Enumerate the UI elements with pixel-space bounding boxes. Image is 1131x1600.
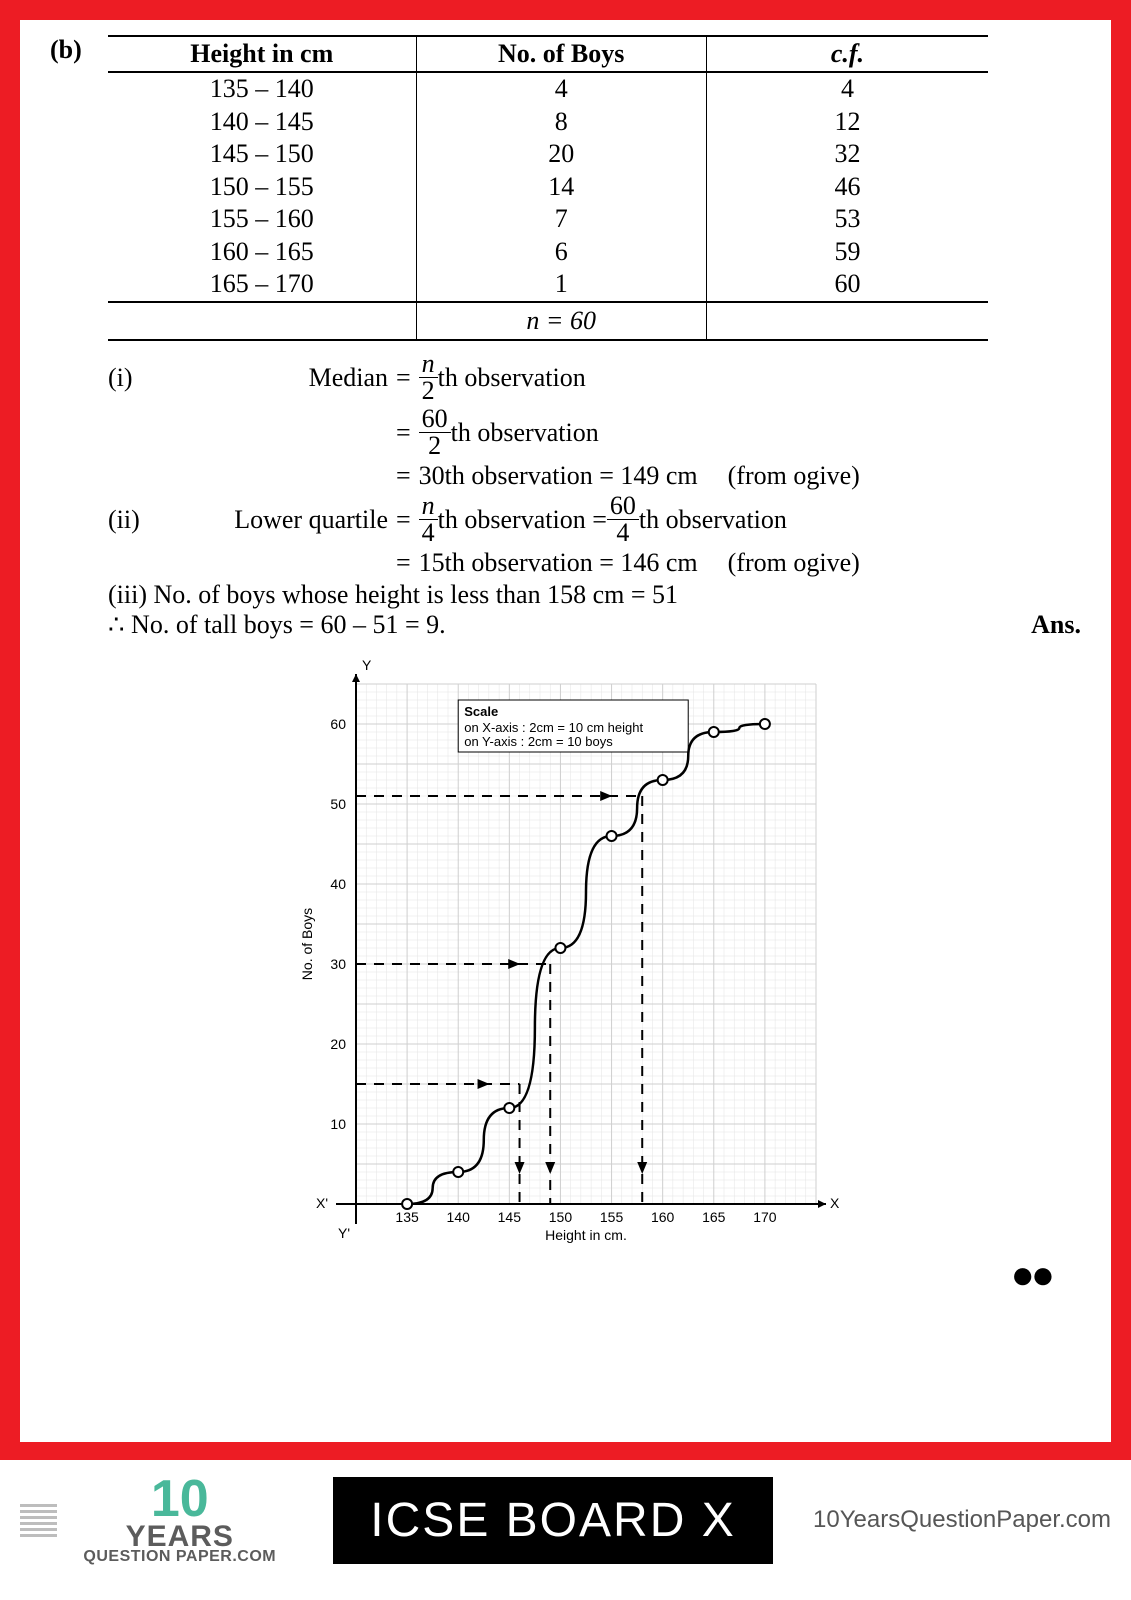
- svg-text:145: 145: [497, 1209, 521, 1225]
- site-logo: 10 YEARS QUESTION PAPER.COM: [57, 1476, 304, 1564]
- svg-text:170: 170: [753, 1209, 777, 1225]
- svg-text:40: 40: [330, 876, 346, 892]
- frequency-table: Height in cm No. of Boys c.f. 135 – 1404…: [108, 35, 988, 341]
- svg-text:Y: Y: [362, 657, 372, 673]
- svg-text:150: 150: [548, 1209, 572, 1225]
- site-url: 10YearsQuestionPaper.com: [803, 1506, 1111, 1534]
- median-result: 30th observation = 149 cm: [419, 461, 698, 491]
- answer-label: Ans.: [1031, 610, 1081, 640]
- part-ii-label: (ii): [108, 505, 138, 535]
- page-footer: 10 YEARS QUESTION PAPER.COM ICSE BOARD X…: [0, 1460, 1131, 1580]
- th-cf: c.f.: [706, 36, 988, 72]
- n-total: n = 60: [416, 302, 706, 341]
- svg-text:Height in cm.: Height in cm.: [545, 1227, 627, 1243]
- svg-text:Y': Y': [338, 1225, 350, 1241]
- svg-text:X': X': [316, 1195, 328, 1211]
- svg-text:50: 50: [330, 796, 346, 812]
- svg-text:Scale: Scale: [464, 704, 498, 719]
- svg-text:on X-axis : 2cm = 10 cm height: on X-axis : 2cm = 10 cm height: [464, 720, 643, 735]
- lq-lhs: Lower quartile: [138, 505, 388, 535]
- ogive-graph: 135 140 145 150 155 160 165 170 10 20 30 40 50 60 X' X Y…: [286, 644, 846, 1264]
- svg-text:No. of Boys: No. of Boys: [299, 908, 315, 980]
- svg-text:160: 160: [650, 1209, 674, 1225]
- svg-text:X: X: [830, 1195, 840, 1211]
- part-i-label: (i): [108, 363, 138, 393]
- board-title: ICSE BOARD X: [333, 1477, 773, 1564]
- svg-text:60: 60: [330, 716, 346, 732]
- svg-text:30: 30: [330, 956, 346, 972]
- svg-text:140: 140: [446, 1209, 470, 1225]
- part-iii-line1: (iii) No. of boys whose height is less t…: [108, 580, 1081, 610]
- th-boys: No. of Boys: [416, 36, 706, 72]
- svg-text:20: 20: [330, 1036, 346, 1052]
- th-height: Height in cm: [108, 36, 416, 72]
- part-iii-line2: ∴ No. of tall boys = 60 – 51 = 9.: [108, 610, 446, 639]
- question-label: (b): [50, 35, 108, 65]
- median-lhs: Median: [138, 363, 388, 393]
- svg-text:155: 155: [599, 1209, 623, 1225]
- svg-text:135: 135: [395, 1209, 419, 1225]
- svg-text:10: 10: [330, 1116, 346, 1132]
- svg-text:165: 165: [702, 1209, 726, 1225]
- lq-result: 15th observation = 146 cm: [419, 548, 698, 578]
- svg-text:on Y-axis : 2cm = 10 boys: on Y-axis : 2cm = 10 boys: [464, 734, 613, 749]
- decorative-bars: [20, 1501, 57, 1540]
